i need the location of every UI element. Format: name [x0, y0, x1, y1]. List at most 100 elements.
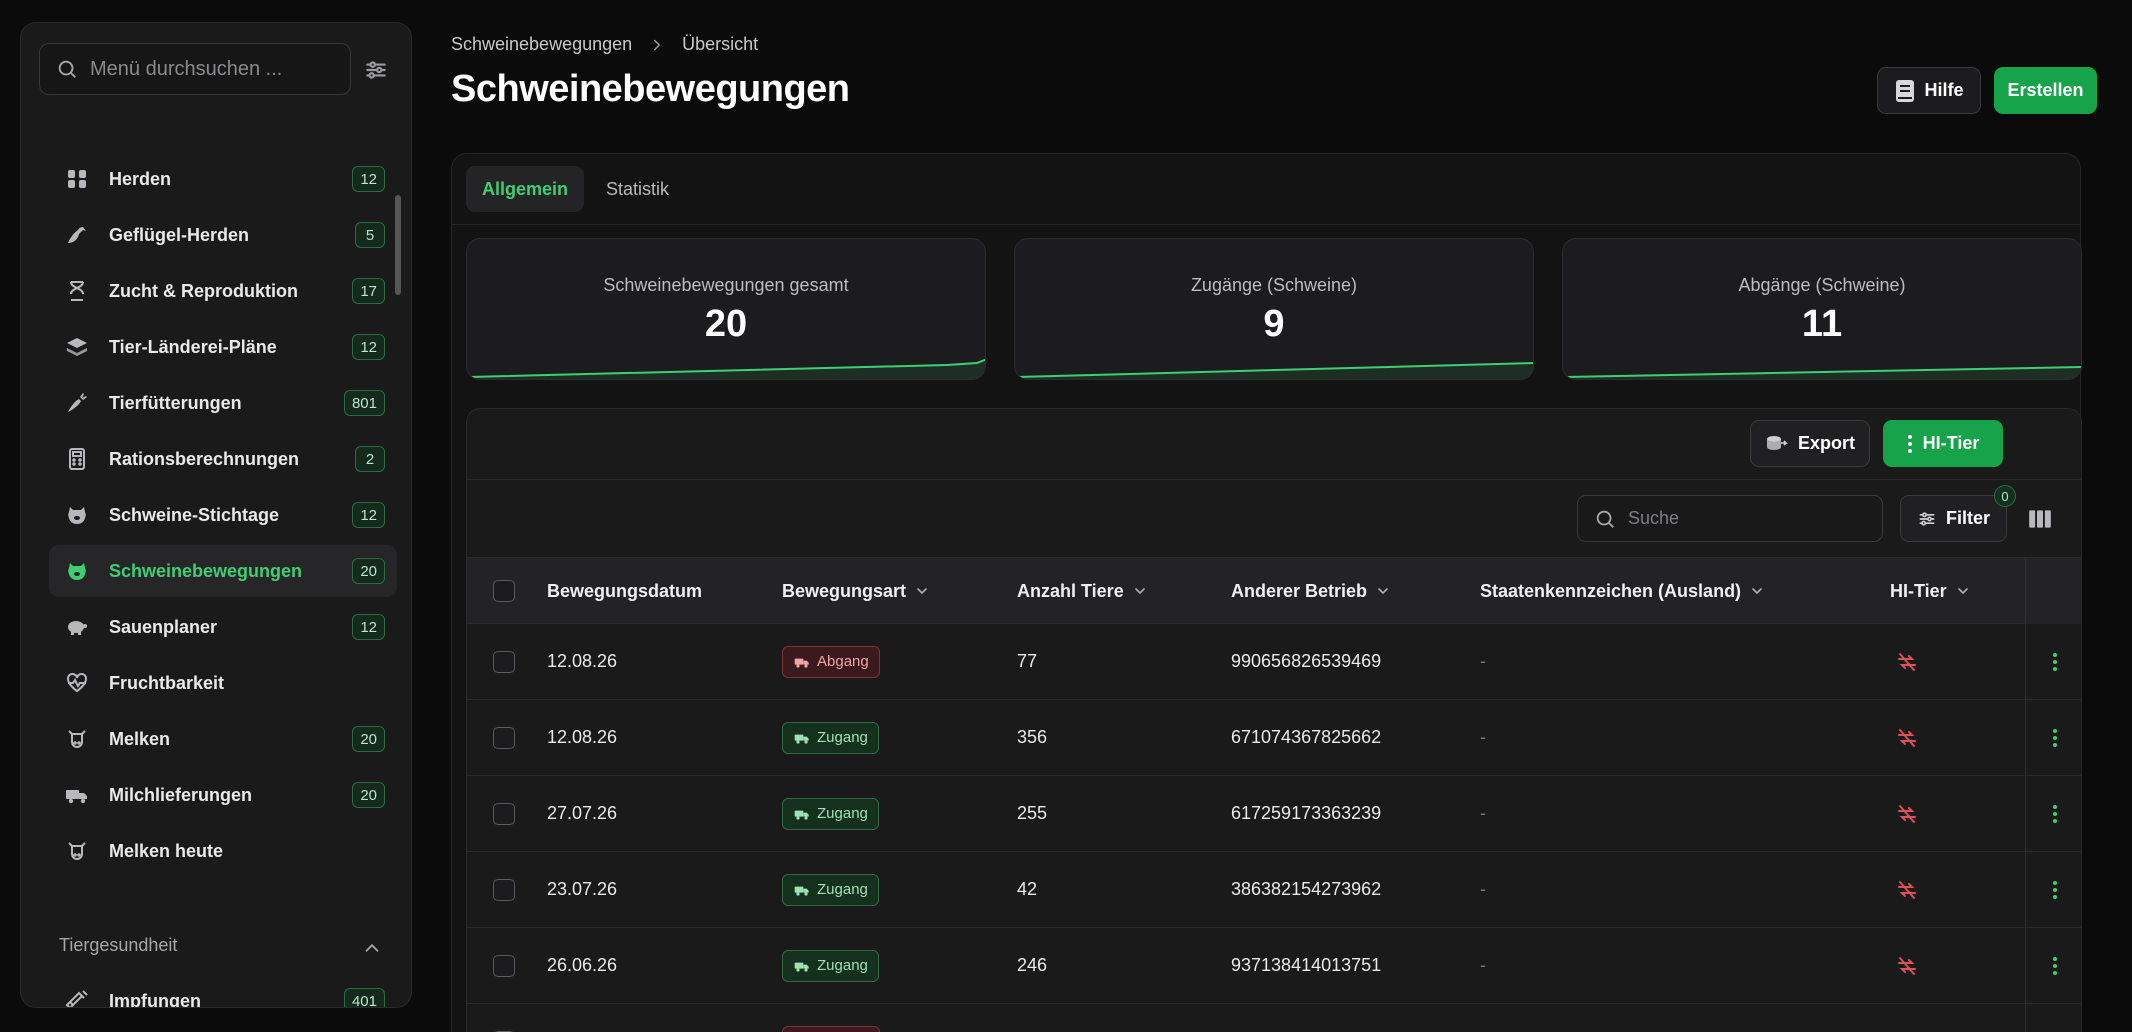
- row-actions: [2025, 928, 2081, 1003]
- sidebar-item-label: Tierfütterungen: [109, 392, 242, 413]
- sidebar-item-herden[interactable]: Herden 12: [49, 153, 397, 205]
- table-row[interactable]: 27.07.26 Zugang 255 617259173363239 -: [467, 776, 2081, 852]
- cell-date: 12.08.26: [547, 651, 618, 671]
- col-bewegungsdatum[interactable]: Bewegungsdatum: [547, 558, 702, 624]
- stat-card-abgaenge: Abgänge (Schweine) 11: [1562, 238, 2082, 380]
- tab-statistik[interactable]: Statistik: [606, 178, 670, 199]
- table-row[interactable]: 12.08.26 Abgang 77 990656826539469 -: [467, 624, 2081, 700]
- sidebar-item-fruchtbarkeit[interactable]: Fruchtbarkeit: [49, 657, 397, 709]
- calculator-icon: [63, 445, 91, 473]
- hi-tier-label: HI-Tier: [1922, 433, 1980, 453]
- movement-type-badge: Abgang: [782, 1025, 880, 1032]
- truck-icon: [793, 730, 811, 746]
- table-row[interactable]: 26.06.26 Zugang 246 937138414013751 -: [467, 928, 2081, 1004]
- sidebar-item-sauenplaner[interactable]: Sauenplaner 12: [49, 601, 397, 653]
- content-panel: Allgemein Statistik Schweinebewegungen g…: [451, 153, 2082, 1032]
- tab-allgemein[interactable]: Allgemein: [466, 166, 585, 212]
- table-row[interactable]: 12.08.26 Zugang 356 671074367825662 -: [467, 700, 2081, 776]
- row-checkbox[interactable]: [493, 650, 515, 673]
- row-actions: [2025, 624, 2081, 699]
- movement-type-label: Zugang: [817, 729, 868, 746]
- sidebar-item-label: Melken heute: [109, 840, 224, 861]
- cell-state-code: -: [1480, 651, 1486, 671]
- row-checkbox[interactable]: [493, 802, 515, 825]
- row-checkbox[interactable]: [493, 878, 515, 901]
- more-vertical-icon[interactable]: [2052, 956, 2058, 976]
- sidebar-group-tiergesundheit[interactable]: Tiergesundheit: [59, 935, 178, 955]
- count-badge: 12: [352, 334, 385, 360]
- sliders-icon[interactable]: [363, 57, 389, 83]
- table-search-input[interactable]: [1628, 508, 1868, 529]
- row-actions: [2025, 852, 2081, 927]
- sidebar-item-melken-heute[interactable]: Melken heute: [49, 825, 397, 877]
- movement-type-badge: Zugang: [782, 949, 879, 982]
- export-button[interactable]: Export: [1750, 420, 1870, 467]
- truck-icon: [63, 781, 91, 809]
- stat-card-zugaenge: Zugänge (Schweine) 9: [1014, 238, 1534, 380]
- sidebar-item-schweinebewegungen[interactable]: Schweinebewegungen 20: [49, 545, 397, 597]
- more-vertical-icon[interactable]: [2052, 728, 2058, 748]
- chevron-up-icon[interactable]: [361, 937, 383, 959]
- select-all-checkbox[interactable]: [493, 580, 515, 602]
- row-checkbox[interactable]: [493, 954, 515, 977]
- sidebar-item-tier-laenderei-plaene[interactable]: Tier-Länderei-Pläne 12: [49, 321, 397, 373]
- more-vertical-icon[interactable]: [2052, 652, 2058, 672]
- sidebar-item-label: Sauenplaner: [109, 616, 218, 637]
- truck-icon: [793, 958, 811, 974]
- col-hi-tier[interactable]: HI-Tier: [1890, 558, 1971, 624]
- count-badge: 12: [352, 166, 385, 192]
- sidebar-item-gefluegel-herden[interactable]: Geflügel-Herden 5: [49, 209, 397, 261]
- column-label: Anderer Betrieb: [1231, 580, 1368, 601]
- sync-off-icon: [1895, 928, 1919, 1003]
- col-anzahl-tiere[interactable]: Anzahl Tiere: [1017, 558, 1148, 624]
- sidebar-item-tierfuetterungen[interactable]: Tierfütterungen 801: [49, 377, 397, 429]
- table-search[interactable]: [1577, 495, 1883, 542]
- stat-value: 9: [1263, 303, 1285, 345]
- search-icon: [1594, 508, 1616, 530]
- sidebar-item-melken[interactable]: Melken 20: [49, 713, 397, 765]
- sidebar-item-rationsberechnungen[interactable]: Rationsberechnungen 2: [49, 433, 397, 485]
- sparkline: [467, 358, 985, 379]
- cell-other-farm: 990656826539469: [1231, 651, 1382, 671]
- stat-label: Schweinebewegungen gesamt: [603, 275, 849, 295]
- cell-date: 26.06.26: [547, 955, 618, 975]
- create-button[interactable]: Erstellen: [1994, 67, 2097, 114]
- hi-tier-button[interactable]: HI-Tier: [1883, 420, 2003, 467]
- carrot-icon: [63, 389, 91, 417]
- cell-other-farm: 386382154273962: [1231, 879, 1382, 899]
- stat-value: 20: [704, 303, 748, 345]
- sidebar-item-schweine-stichtage[interactable]: Schweine-Stichtage 12: [49, 489, 397, 541]
- row-checkbox[interactable]: [493, 726, 515, 749]
- movement-type-label: Zugang: [817, 881, 868, 898]
- sidebar-item-zucht[interactable]: Zucht & Reproduktion 17: [49, 265, 397, 317]
- col-bewegungsart[interactable]: Bewegungsart: [782, 558, 930, 624]
- menu-search-input[interactable]: [90, 57, 330, 81]
- sidebar-scrollbar[interactable]: [395, 195, 401, 295]
- count-badge: 20: [352, 782, 385, 808]
- menu-search[interactable]: [39, 43, 351, 95]
- select-all[interactable]: [493, 558, 515, 624]
- more-vertical-icon[interactable]: [2052, 804, 2058, 824]
- filter-button[interactable]: Filter: [1900, 495, 2007, 542]
- heart-pulse-icon: [63, 669, 91, 697]
- table-row[interactable]: 23.07.26 Zugang 42 386382154273962 -: [467, 852, 2081, 928]
- row-actions: [2025, 700, 2081, 775]
- cell-date: 23.07.26: [547, 879, 618, 899]
- more-vertical-icon[interactable]: [2052, 880, 2058, 900]
- chevron-down-icon: [1375, 583, 1391, 599]
- sidebar-item-impfungen[interactable]: Impfungen 401: [49, 975, 397, 1007]
- bird-icon: [63, 221, 91, 249]
- sidebar-item-label: Schweine-Stichtage: [109, 504, 280, 525]
- breadcrumb-parent[interactable]: Schweinebewegungen: [451, 34, 633, 54]
- help-button[interactable]: Hilfe: [1877, 67, 1981, 114]
- sidebar-item-milchlieferungen[interactable]: Milchlieferungen 20: [49, 769, 397, 821]
- movement-type-badge: Abgang: [782, 645, 880, 678]
- col-anderer-betrieb[interactable]: Anderer Betrieb: [1231, 558, 1391, 624]
- columns-icon[interactable]: [2027, 506, 2053, 532]
- sync-off-icon: [1895, 624, 1919, 699]
- col-staatenkennzeichen[interactable]: Staatenkennzeichen (Ausland): [1480, 558, 1765, 624]
- cell-count: 42: [1017, 879, 1038, 899]
- sidebar: Herden 12 Geflügel-Herden 5 Zucht & Repr…: [20, 22, 412, 1008]
- table-row[interactable]: Abgang: [467, 1004, 2081, 1032]
- cell-date: 27.07.26: [547, 803, 618, 823]
